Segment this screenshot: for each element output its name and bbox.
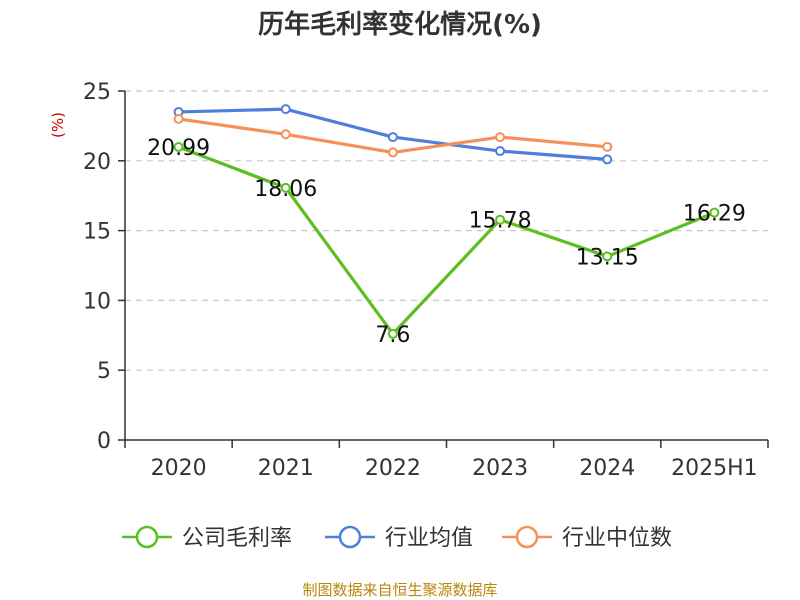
x-tick-label: 2022 [365, 456, 421, 481]
y-axis-ticks: 0 5 10 15 20 25 [83, 80, 111, 454]
legend-item: 行业均值 [325, 525, 473, 551]
data-label: 13.15 [576, 245, 639, 270]
x-tick-label: 2020 [151, 456, 207, 481]
legend-item: 公司毛利率 [122, 525, 292, 551]
x-tick-label: 2024 [579, 456, 635, 481]
data-point [709, 207, 720, 218]
data-point [602, 251, 613, 262]
legend-item: 行业中位数 [502, 525, 672, 551]
data-point [495, 146, 506, 157]
data-point [387, 147, 398, 158]
data-point [387, 132, 398, 143]
x-tick-label: 2023 [472, 456, 528, 481]
y-tick-label: 0 [97, 429, 111, 454]
legend-marker [338, 525, 362, 549]
legend-label: 行业均值 [385, 526, 473, 551]
series-2 [173, 104, 613, 165]
chart-title: 历年毛利率变化情况(%) [258, 9, 542, 40]
data-point [602, 154, 613, 165]
series-line [178, 145, 716, 336]
axes [118, 90, 769, 448]
data-point [280, 104, 291, 115]
series-1 [173, 141, 720, 339]
y-tick-label: 10 [83, 289, 111, 314]
y-axis-unit: (%) [49, 112, 67, 138]
data-label: 7.6 [375, 323, 410, 348]
data-point [280, 182, 291, 193]
data-point [173, 141, 184, 152]
data-point [495, 214, 506, 225]
legend-label: 行业中位数 [562, 526, 672, 551]
data-point [280, 129, 291, 140]
data-point [387, 328, 398, 339]
legend-label: 公司毛利率 [182, 526, 292, 551]
data-label: 15.78 [469, 209, 532, 234]
data-point [602, 141, 613, 152]
source-footer: 制图数据来自恒生聚源数据库 [302, 581, 497, 599]
data-point [495, 132, 506, 143]
x-tick-label: 2025H1 [671, 456, 758, 481]
y-tick-label: 5 [97, 359, 111, 384]
data-label: 20.99 [147, 136, 210, 161]
data-label: 16.29 [683, 202, 746, 227]
y-tick-label: 25 [83, 80, 111, 105]
legend: 公司毛利率 行业均值 行业中位数 [122, 525, 672, 551]
y-tick-label: 20 [83, 150, 111, 175]
series-3 [173, 113, 613, 158]
legend-marker [515, 525, 539, 549]
x-axis-ticks: 2020 2021 2022 2023 2024 2025H1 [151, 456, 758, 481]
legend-marker [135, 525, 159, 549]
data-label: 18.06 [254, 177, 317, 202]
x-tick-label: 2021 [258, 456, 314, 481]
y-tick-label: 15 [83, 220, 111, 245]
grid-lines [125, 90, 768, 371]
data-point [173, 113, 184, 124]
series-group: 20.99 18.06 7.6 15.78 13.15 16.29 [147, 104, 746, 348]
